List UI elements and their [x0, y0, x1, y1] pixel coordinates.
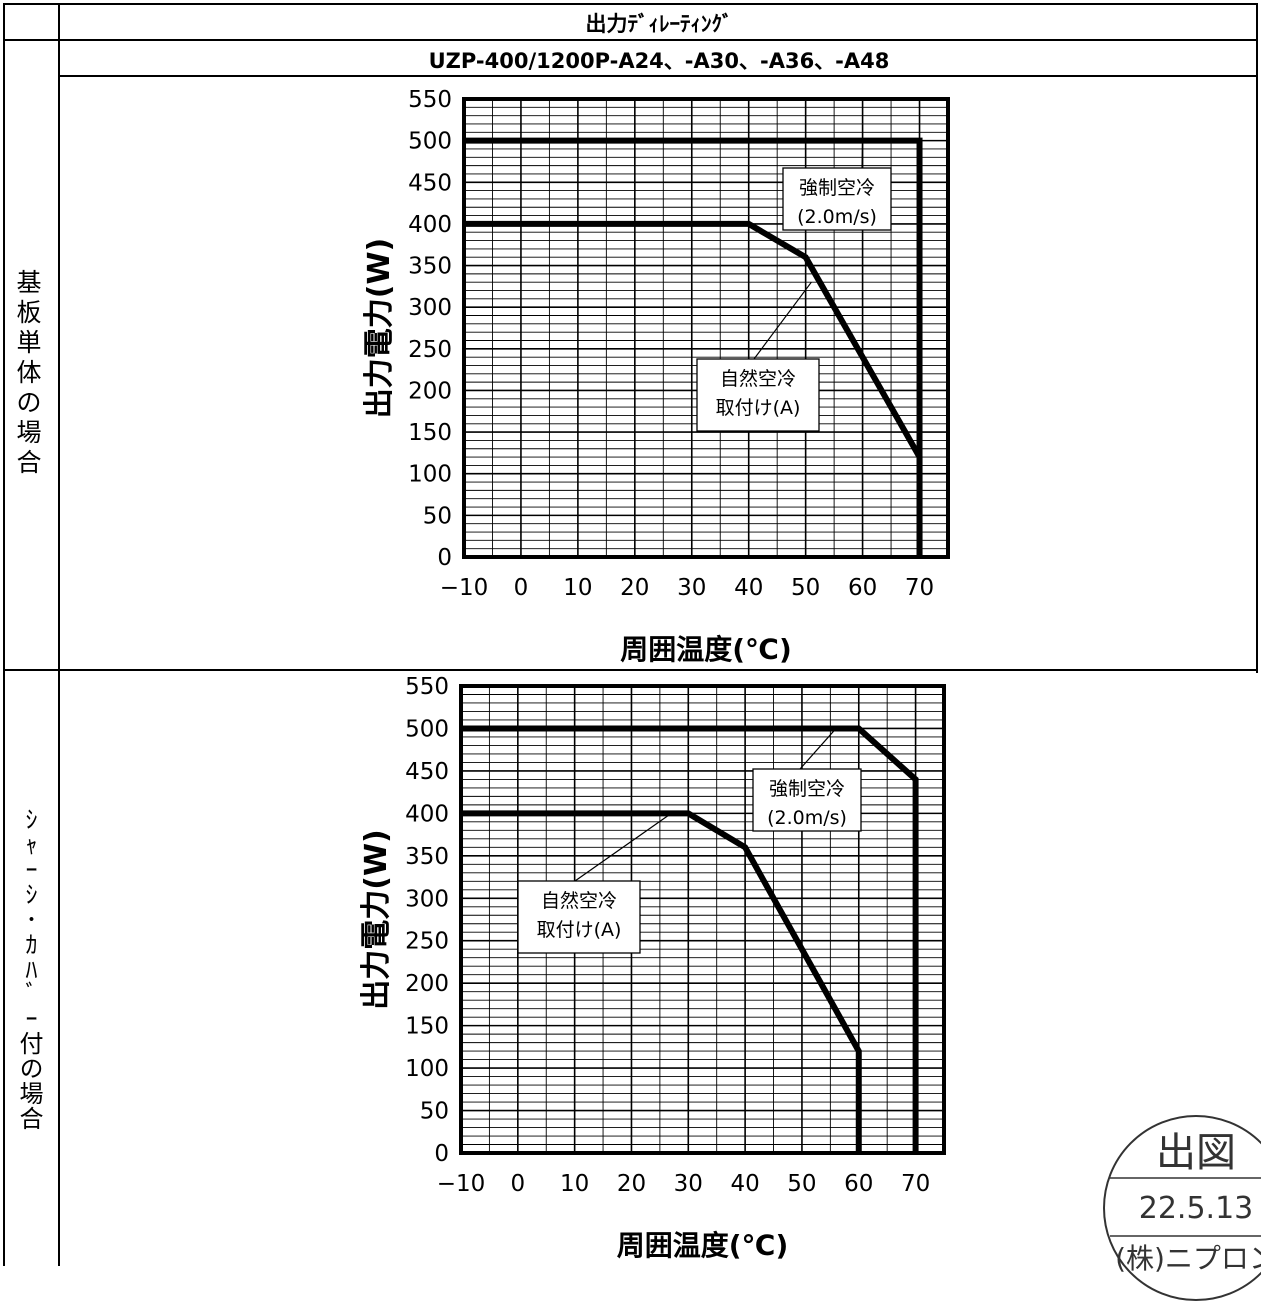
series-label: 取付け(A) — [537, 919, 622, 941]
y-tick-label: 400 — [408, 212, 452, 238]
table-border-right — [1256, 3, 1258, 673]
x-tick-label: 50 — [787, 1171, 816, 1197]
series-label: (2.0m/s) — [767, 807, 847, 829]
series-label-box — [782, 167, 892, 231]
stamp-line3: (株)ニプロン — [1115, 1242, 1261, 1275]
series-label: 強制空冷 — [769, 778, 845, 800]
series-line — [461, 810, 862, 1153]
received-stamp: 出図 22.5.13 (株)ニプロン — [1103, 1115, 1261, 1301]
y-tick-label: 300 — [408, 295, 452, 321]
y-tick-label: 550 — [408, 87, 452, 113]
series-label: 取付け(A) — [716, 397, 801, 419]
table-divider-vertical — [58, 3, 60, 1266]
y-tick-label: 50 — [420, 1099, 449, 1125]
table-border-top — [3, 3, 1258, 5]
table-divider-rows — [3, 669, 1258, 671]
y-tick-label: 50 — [423, 503, 452, 529]
series-label: 強制空冷 — [799, 177, 875, 199]
x-tick-label: 70 — [905, 575, 934, 601]
series-label: 自然空冷 — [541, 890, 617, 912]
y-tick-label: 500 — [405, 716, 449, 742]
y-tick-label: 0 — [434, 1141, 449, 1167]
chart-0-frame — [462, 97, 950, 559]
series-label-box — [696, 358, 820, 432]
x-tick-label: 30 — [677, 575, 706, 601]
chart-1-frame — [459, 684, 946, 1155]
row-label-board-only: 基 板 単 体 の 場 合 — [16, 268, 42, 477]
y-tick-label: 450 — [408, 170, 452, 196]
y-tick-label: 100 — [408, 462, 452, 488]
series-label-box — [517, 880, 641, 954]
y-tick-label: 250 — [405, 929, 449, 955]
y-tick-label: 350 — [405, 844, 449, 870]
y-tick-label: 450 — [405, 759, 449, 785]
y-tick-label: 350 — [408, 254, 452, 280]
y-tick-label: 250 — [408, 337, 452, 363]
y-axis-label: 出力電力(W) — [362, 238, 397, 419]
x-tick-label: 70 — [901, 1171, 930, 1197]
series-label: 自然空冷 — [720, 368, 796, 390]
x-tick-label: 50 — [791, 575, 820, 601]
series-line — [461, 725, 919, 1153]
y-tick-label: 500 — [408, 129, 452, 155]
series-leader-line — [861, 140, 864, 169]
x-tick-label: 40 — [734, 575, 763, 601]
y-tick-label: 200 — [408, 378, 452, 404]
x-tick-label: 10 — [560, 1171, 589, 1197]
y-tick-label: 150 — [405, 1014, 449, 1040]
x-tick-label: 20 — [617, 1171, 646, 1197]
y-tick-label: 400 — [405, 801, 449, 827]
y-tick-label: 200 — [405, 971, 449, 997]
table-divider-header — [3, 39, 1258, 41]
x-tick-label: 10 — [563, 575, 592, 601]
series-line — [464, 137, 923, 557]
table-header: 出力ﾃﾞｨﾚｰﾃｨﾝｸﾞ — [585, 12, 733, 36]
x-tick-label: 0 — [514, 575, 529, 601]
x-tick-label: 60 — [848, 575, 877, 601]
series-leader-line — [574, 812, 672, 882]
series-leader-line — [753, 281, 812, 360]
x-tick-label: −10 — [437, 1171, 486, 1197]
row-label-with-cover: ｼｬｰｼ･ｶﾊﾞｰ付の場合 — [15, 807, 43, 1131]
x-tick-label: 30 — [674, 1171, 703, 1197]
stamp-line1: 出図 — [1156, 1130, 1236, 1176]
x-tick-label: 20 — [620, 575, 649, 601]
x-axis-label: 周囲温度(℃) — [617, 1229, 789, 1262]
y-tick-label: 100 — [405, 1056, 449, 1082]
stamp-line2: 22.5.13 — [1139, 1191, 1254, 1226]
table-border-left — [3, 3, 5, 1266]
x-axis-label: 周囲温度(℃) — [620, 633, 792, 666]
series-line — [464, 220, 923, 557]
x-tick-label: 40 — [730, 1171, 759, 1197]
x-tick-label: 0 — [511, 1171, 526, 1197]
y-tick-label: 150 — [408, 420, 452, 446]
series-label: (2.0m/s) — [797, 206, 877, 228]
y-tick-label: 0 — [437, 545, 452, 571]
series-label-box — [752, 768, 862, 832]
y-axis-label: 出力電力(W) — [359, 829, 394, 1010]
y-tick-label: 300 — [405, 886, 449, 912]
y-tick-label: 550 — [405, 674, 449, 700]
x-tick-label: 60 — [844, 1171, 873, 1197]
series-leader-line — [799, 728, 837, 770]
table-divider-model — [58, 75, 1258, 77]
x-tick-label: −10 — [440, 575, 489, 601]
model-name: UZP-400/1200P-A24、-A30、-A36、-A48 — [428, 49, 890, 73]
